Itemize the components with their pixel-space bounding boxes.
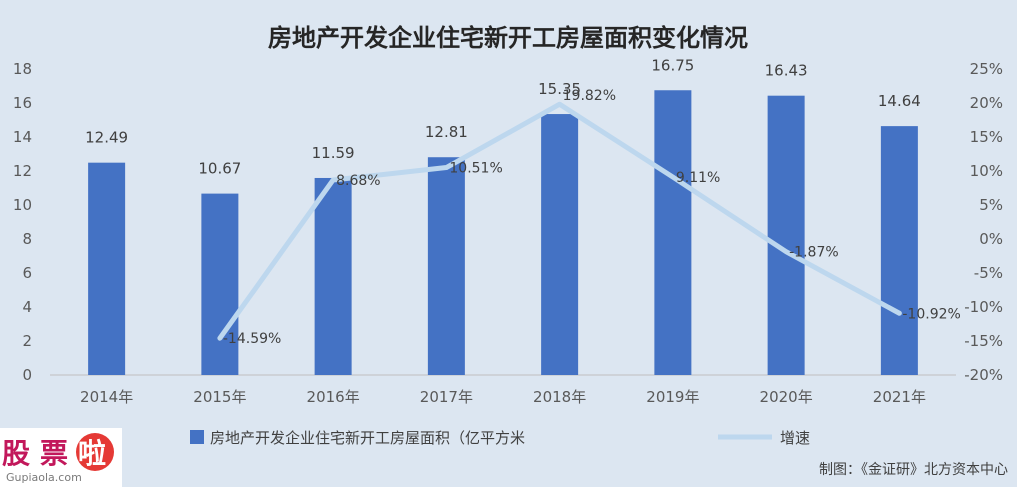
right-axis-tick: -10% — [964, 298, 1003, 316]
right-axis-tick: 25% — [970, 60, 1003, 78]
left-axis-tick: 6 — [22, 264, 32, 282]
right-axis-tick: 15% — [970, 128, 1003, 146]
right-axis-tick: 10% — [970, 162, 1003, 180]
right-axis-tick: 0% — [979, 230, 1003, 248]
bar — [427, 157, 465, 375]
growth-data-label: 19.82% — [563, 88, 616, 104]
watermark-url: Gupiaola.com — [6, 471, 82, 484]
bar — [88, 162, 126, 375]
growth-data-label: -14.59% — [223, 331, 281, 347]
right-axis-tick: 5% — [979, 196, 1003, 214]
bar-data-label: 12.81 — [425, 123, 468, 141]
left-axis-tick: 12 — [13, 162, 32, 180]
growth-data-label: -10.92% — [902, 306, 960, 322]
left-axis-tick: 4 — [22, 298, 32, 316]
legend-bar-swatch — [190, 430, 204, 444]
watermark-badge — [76, 433, 114, 471]
left-axis-tick: 16 — [13, 94, 32, 112]
bar-data-label: 15.35 — [538, 80, 581, 98]
bar — [314, 177, 352, 375]
watermark-char-3: 啦 — [78, 437, 106, 470]
left-axis-tick: 8 — [22, 230, 32, 248]
legend: 房地产开发企业住宅新开工房屋面积（亿平方米 增速 — [190, 429, 810, 447]
right-axis-tick: -15% — [964, 332, 1003, 350]
right-axis-ticks: -20% -15% -10% -5% 0% 5% 10% 15% 20% 25% — [964, 60, 1003, 384]
bar — [767, 95, 805, 375]
growth-line — [217, 101, 902, 341]
bar-data-label: 12.49 — [85, 129, 128, 147]
bar — [654, 90, 692, 375]
left-axis-tick: 2 — [22, 332, 32, 350]
bar-data-label: 11.59 — [312, 144, 355, 162]
bar-data-label: 14.64 — [878, 92, 921, 110]
x-axis-ticks: 2014年 2015年 2016年 2017年 2018年 2019年 2020年 2021年 — [80, 388, 926, 406]
left-axis-ticks: 0 2 4 6 8 10 12 14 16 18 — [13, 60, 32, 384]
x-axis-tick: 2019年 — [646, 388, 699, 406]
chart-credit: 制图：《金证研》北方资本中心 — [819, 462, 1008, 478]
right-axis-tick: 20% — [970, 94, 1003, 112]
watermark-char-2: 票 — [40, 437, 68, 470]
bar-series — [88, 90, 918, 376]
watermark-char-1: 股 — [2, 437, 30, 470]
growth-data-label: 9.11% — [676, 170, 720, 186]
x-axis-tick: 2016年 — [307, 388, 360, 406]
bar — [880, 126, 918, 376]
growth-line-series — [217, 101, 902, 341]
growth-data-labels: -14.59% 8.68% 10.51% 19.82% 9.11% -1.87% -10.9… — [223, 88, 961, 347]
x-axis-tick: 2021年 — [873, 388, 926, 406]
left-axis-tick: 0 — [22, 366, 32, 384]
left-axis-tick: 14 — [13, 128, 32, 146]
legend-bar-label: 房地产开发企业住宅新开工房屋面积（亿平方米 — [210, 429, 525, 447]
bar — [541, 114, 579, 376]
growth-data-label: 10.51% — [449, 161, 502, 177]
left-axis-tick: 18 — [13, 60, 32, 78]
chart-title: 房地产开发企业住宅新开工房屋面积变化情况 — [268, 24, 748, 52]
x-axis-tick: 2014年 — [80, 388, 133, 406]
growth-data-label: 8.68% — [336, 173, 380, 189]
bar — [201, 193, 239, 375]
x-axis-tick: 2017年 — [420, 388, 473, 406]
right-axis-tick: -5% — [974, 264, 1003, 282]
bar-data-label: 10.67 — [198, 160, 241, 178]
growth-data-label: -1.87% — [789, 245, 839, 261]
left-axis-tick: 10 — [13, 196, 32, 214]
right-axis-tick: -20% — [964, 366, 1003, 384]
bar-data-label: 16.75 — [651, 56, 694, 74]
x-axis-tick: 2015年 — [193, 388, 246, 406]
x-axis-tick: 2018年 — [533, 388, 586, 406]
bar-data-labels: 12.49 10.67 11.59 12.81 15.35 16.75 16.43 14.64 — [85, 56, 921, 177]
x-axis-tick: 2020年 — [760, 388, 813, 406]
bar-data-label: 16.43 — [765, 62, 808, 80]
watermark: 股 票 啦 Gupiaola.com — [0, 428, 122, 487]
legend-line-label: 增速 — [780, 429, 810, 447]
